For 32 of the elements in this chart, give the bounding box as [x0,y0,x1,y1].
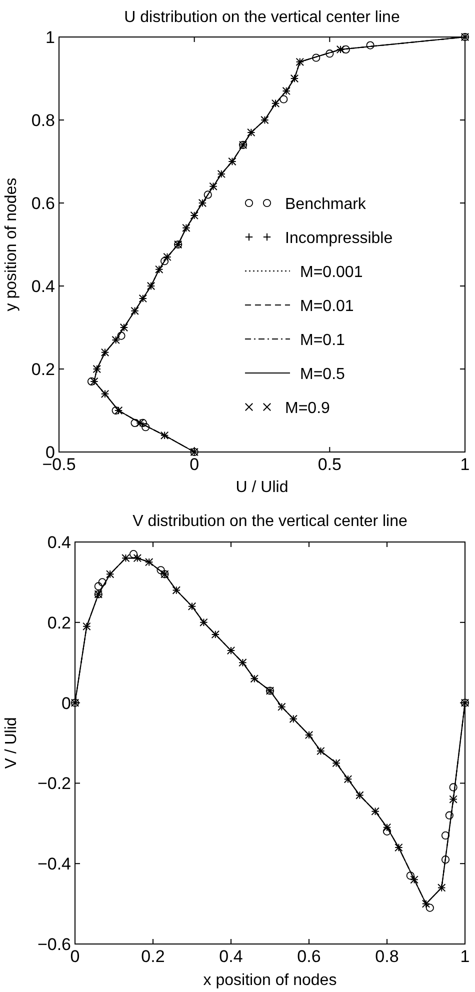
legend-label: M=0.001 [300,264,363,281]
legend-label: Benchmark [285,196,367,213]
y-tick-label: 1 [46,28,55,47]
y-tick-label: 0.2 [47,613,71,632]
x-tick-label: 0.5 [318,455,342,474]
x-tick-label: 0.6 [297,947,321,966]
legend-label: M=0.9 [285,400,330,417]
chart-title: V distribution on the vertical center line [132,513,408,530]
y-axis-title: y position of nodes [3,178,20,312]
legend-label: Incompressible [285,230,393,247]
legend-label: M=0.01 [300,298,354,315]
y-tick-label: −0.6 [37,935,71,954]
x-axis-title: U / Ulid [236,479,288,496]
y-tick-label: 0.2 [31,360,55,379]
y-axis-title: V / Ulid [3,717,20,769]
chart-title: U distribution on the vertical center line [124,9,400,26]
x-tick-label: 0.8 [375,947,399,966]
x-tick-label: 0.2 [141,947,165,966]
legend-label: M=0.1 [300,332,346,349]
y-tick-label: 0.4 [47,533,71,552]
y-tick-label: 0 [62,694,71,713]
legend-label: M=0.5 [300,366,346,383]
x-tick-label: 0.4 [219,947,243,966]
x-tick-label: 1 [460,947,470,966]
y-tick-label: 0.8 [31,111,55,130]
x-tick-label: 0 [190,455,200,474]
y-tick-label: −0.4 [37,854,71,874]
y-tick-label: −0.2 [37,774,71,794]
y-tick-label: 0.4 [31,277,55,296]
x-axis-title: x position of nodes [203,972,337,989]
y-tick-label: 0.6 [31,194,55,213]
x-tick-label: 1 [460,455,470,474]
